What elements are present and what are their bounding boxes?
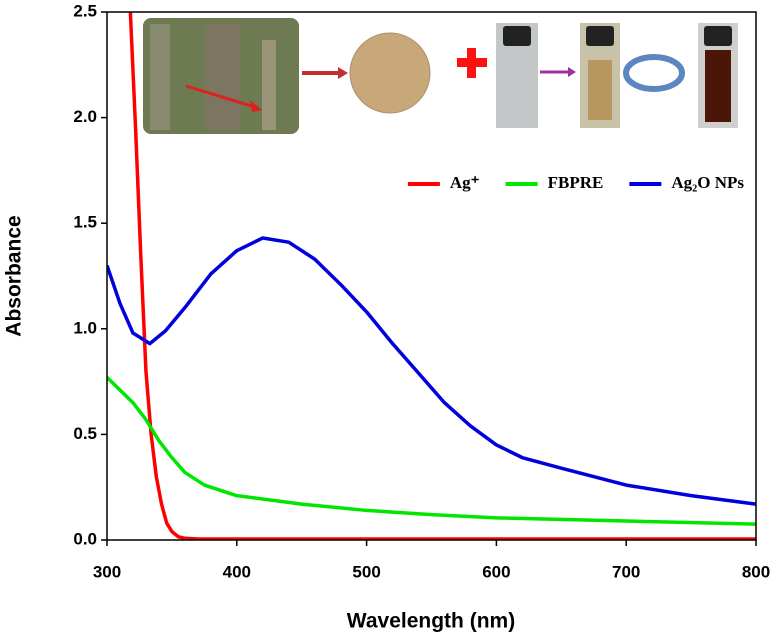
x-tick-label: 400 <box>223 562 251 581</box>
y-axis-title: Absorbance <box>3 215 26 336</box>
series-line <box>107 236 756 506</box>
vial-cap <box>704 26 732 46</box>
x-tick-label: 600 <box>482 562 510 581</box>
x-tick-label: 300 <box>93 562 121 581</box>
series-line <box>107 376 756 526</box>
y-tick-label: 1.5 <box>73 213 97 232</box>
legend: Ag⁺ FBPRE Ag₂O NPs <box>407 173 744 192</box>
vial-cap <box>503 26 531 46</box>
x-tick-label: 500 <box>352 562 380 581</box>
plot-area <box>107 12 756 540</box>
y-tick-label: 0.0 <box>73 529 97 548</box>
y-tick-label: 2.5 <box>73 1 97 20</box>
cycle-arrows <box>623 54 685 92</box>
plus <box>467 48 476 78</box>
vial-liquid <box>588 60 612 120</box>
arrow-head <box>250 100 262 112</box>
inset <box>143 18 738 134</box>
x-tick-label: 700 <box>612 562 640 581</box>
y-tick-label: 2.0 <box>73 107 97 126</box>
legend-label: FBPRE <box>548 173 604 192</box>
y-tick-label: 0.5 <box>73 424 97 443</box>
tree-trunk <box>262 40 276 130</box>
vial-cap <box>586 26 614 46</box>
plot-frame <box>106 11 757 541</box>
series-line <box>128 12 756 540</box>
powder-photo <box>349 32 431 114</box>
x-tick-label: 800 <box>742 562 770 581</box>
vial-liquid <box>705 50 731 122</box>
tree-trunk <box>150 24 170 130</box>
y-tick-label: 1.0 <box>73 318 97 337</box>
legend-label: Ag⁺ <box>450 173 480 192</box>
arrow-head <box>338 67 348 79</box>
legend-label: Ag₂O NPs <box>671 173 744 192</box>
tree-trunk <box>205 24 240 130</box>
x-axis-title: Wavelength (nm) <box>347 610 515 633</box>
arrow <box>185 84 259 110</box>
arrow-head <box>568 67 576 77</box>
